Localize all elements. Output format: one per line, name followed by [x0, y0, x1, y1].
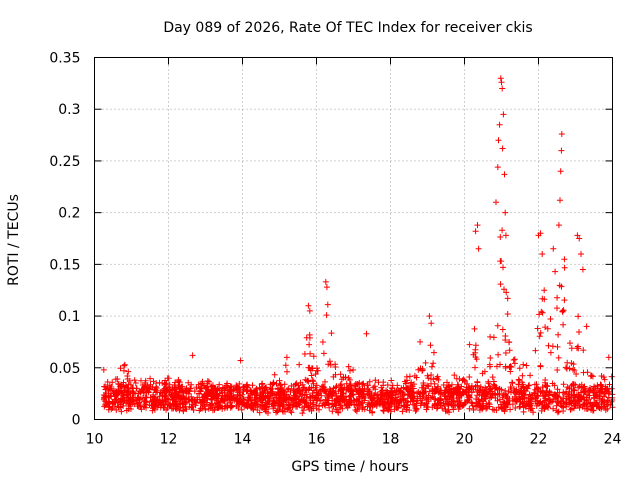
- x-tick-label: 20: [456, 432, 474, 448]
- y-tick-label: 0.1: [58, 309, 80, 325]
- plot-frame: [94, 57, 613, 420]
- x-tick-label: 10: [86, 432, 104, 448]
- y-tick-label: 0: [72, 413, 81, 429]
- y-tick-label: 0.25: [49, 154, 80, 170]
- y-axis-label: ROTI / TECUs: [6, 194, 22, 286]
- data-points: [100, 75, 616, 417]
- axis-ticks: 10 12 14 16 18 20 22 24 0 0.05 0.1 0.15 0.2 0.25 0.3 0.…: [49, 51, 621, 448]
- x-tick-label: 22: [530, 432, 548, 448]
- y-tick-label: 0.05: [49, 361, 80, 377]
- y-tick-label: 0.2: [58, 206, 80, 222]
- y-tick-label: 0.3: [58, 102, 80, 118]
- y-tick-label: 0.15: [49, 257, 80, 273]
- grid-lines: [94, 57, 613, 420]
- y-tick-label: 0.35: [49, 51, 80, 67]
- x-tick-label: 16: [308, 432, 326, 448]
- x-tick-label: 18: [382, 432, 400, 448]
- x-tick-label: 12: [160, 432, 178, 448]
- x-axis-label: GPS time / hours: [291, 459, 408, 475]
- x-tick-label: 24: [604, 432, 622, 448]
- chart-title: Day 089 of 2026, Rate Of TEC Index for r…: [163, 20, 532, 36]
- x-tick-label: 14: [234, 432, 252, 448]
- scatter-point-markers: [100, 75, 616, 417]
